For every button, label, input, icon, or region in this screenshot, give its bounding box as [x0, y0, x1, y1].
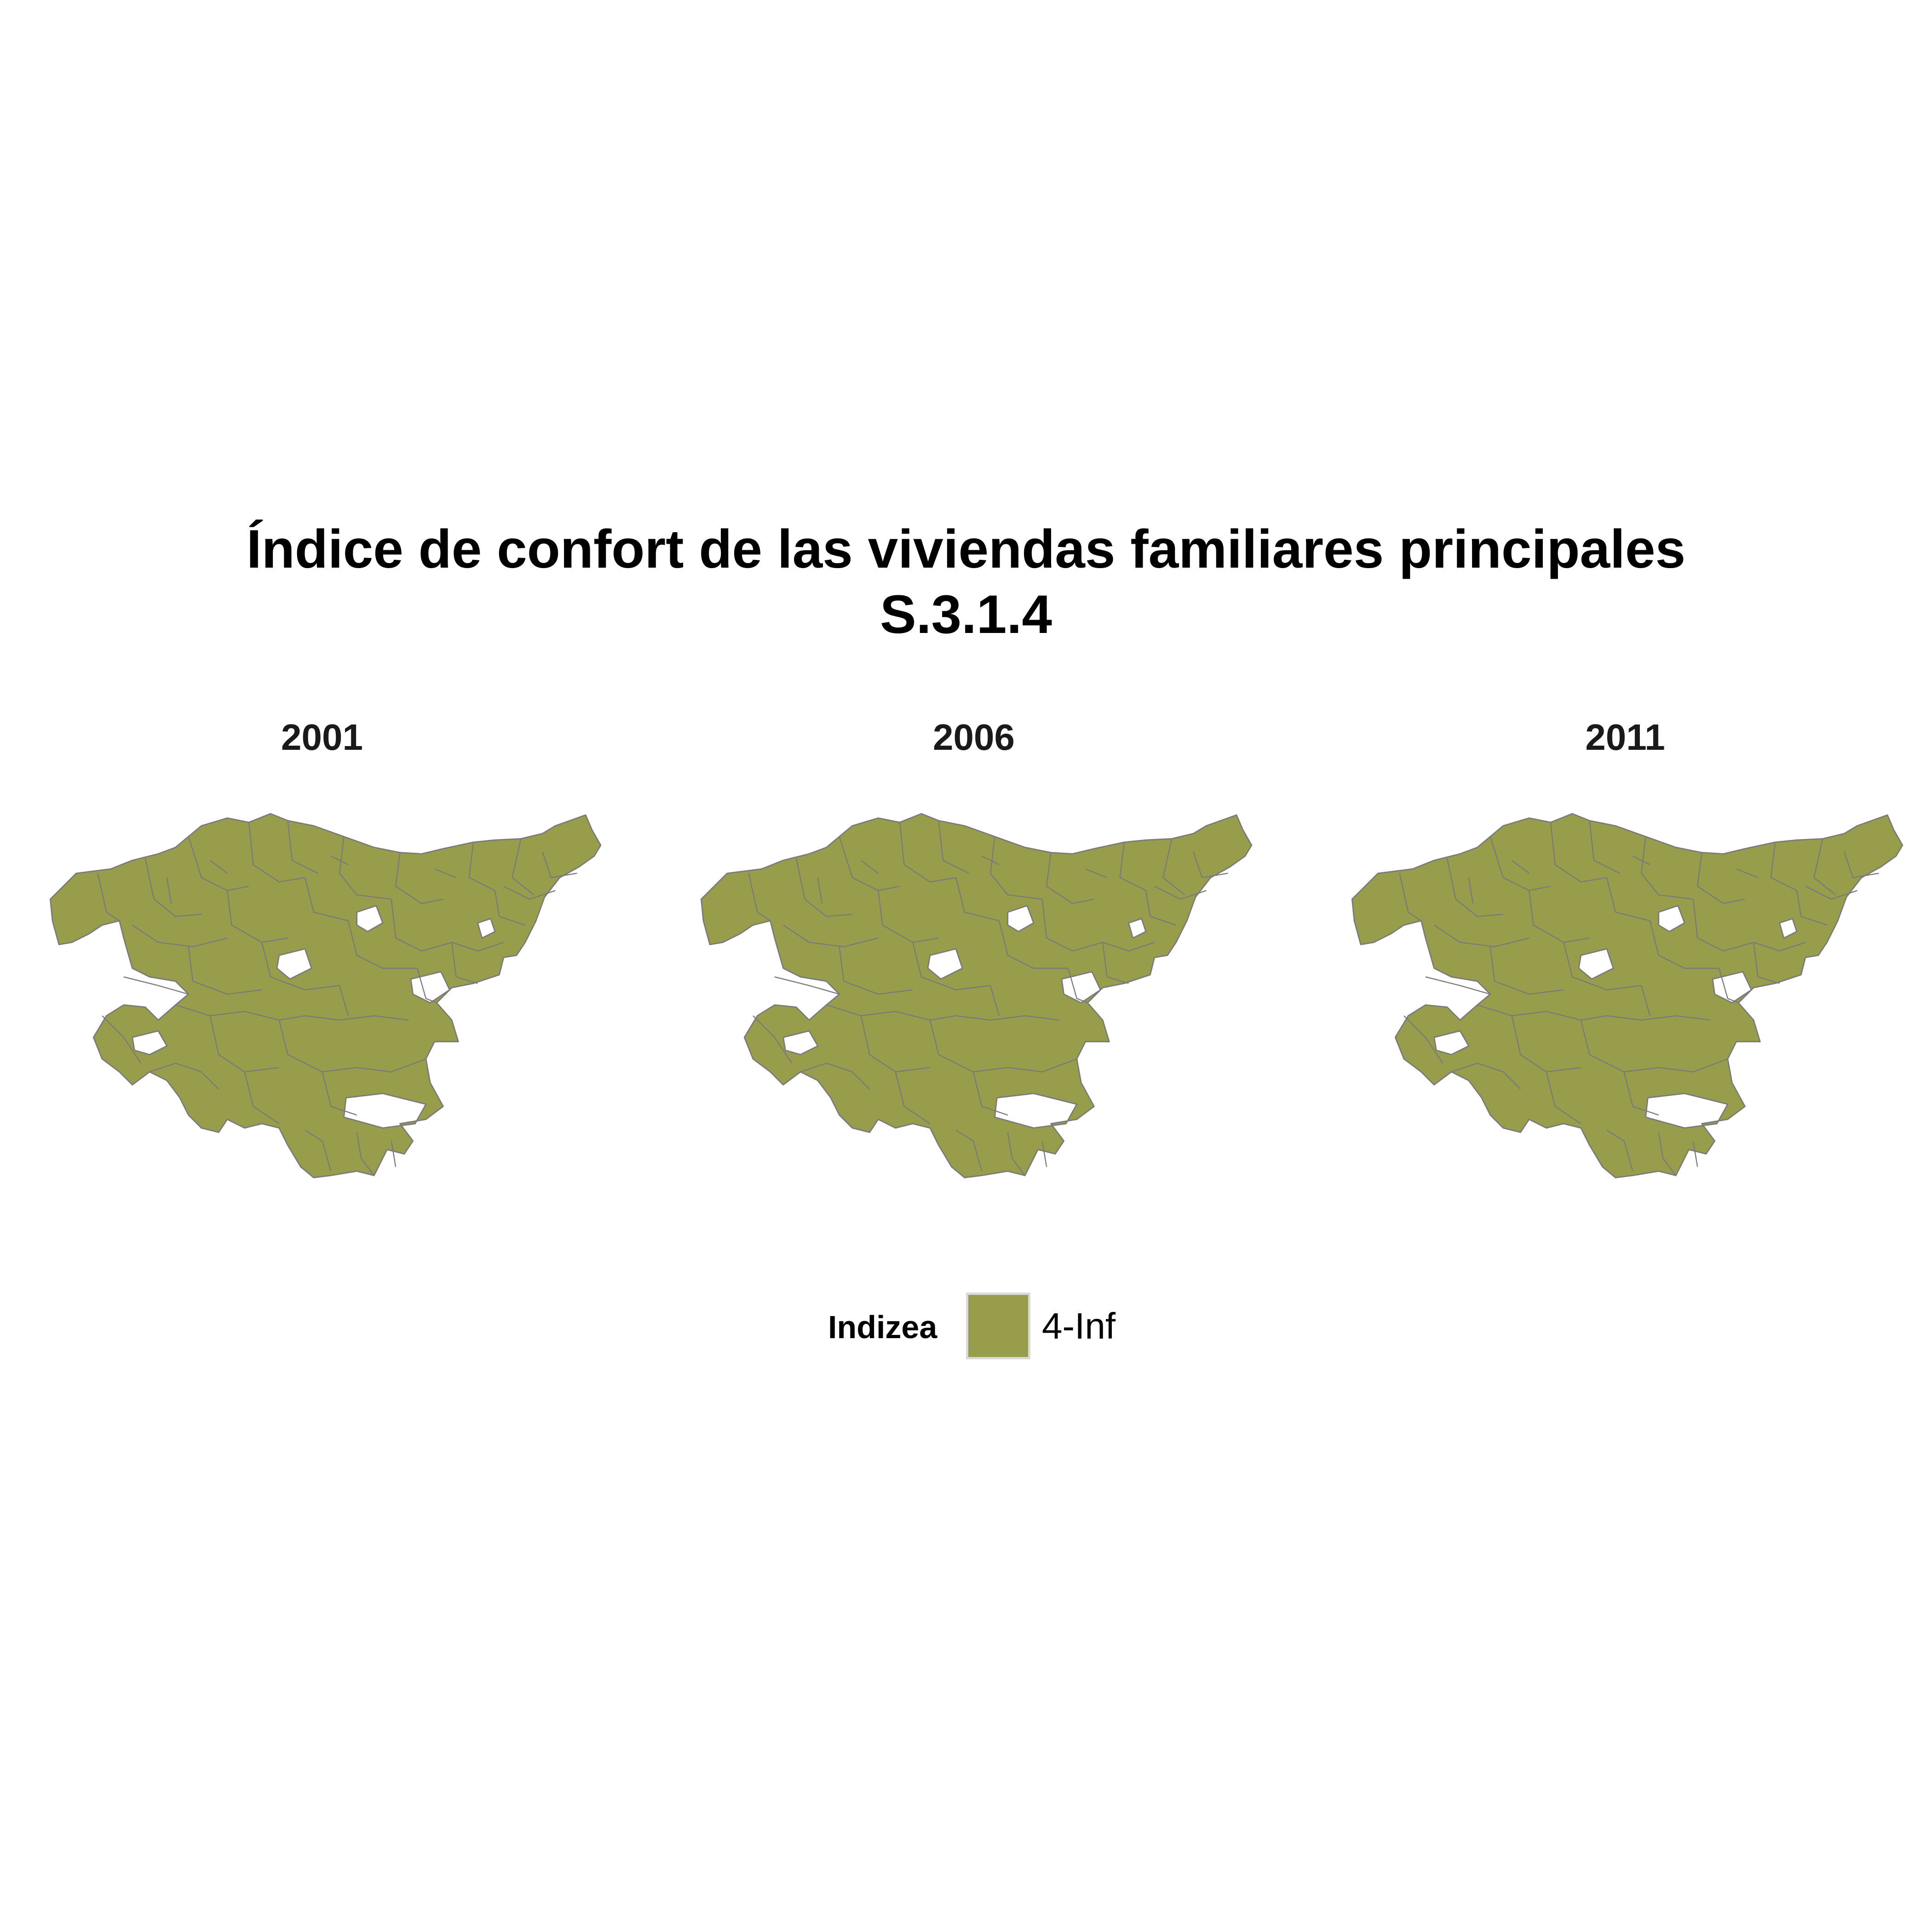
region-map [1351, 813, 1903, 1179]
region-map [49, 813, 602, 1179]
chart-subtitle: S.3.1.4 [880, 584, 1052, 645]
map-panel-2011 [1348, 782, 1909, 1224]
map-panel-2006 [697, 782, 1258, 1224]
facet-label-2006: 2006 [933, 717, 1015, 758]
map-panel-2001 [46, 782, 607, 1224]
facet-label-2011: 2011 [1585, 717, 1665, 758]
region-fill-2006 [700, 813, 1253, 1179]
municipality-borders [97, 820, 577, 1176]
region-map [700, 813, 1253, 1179]
chart-title: Índice de confort de las viviendas famil… [246, 519, 1686, 580]
region-fill-2011 [1351, 813, 1903, 1179]
legend-title: Indizea [828, 1309, 937, 1345]
municipality-borders [1399, 820, 1879, 1176]
legend-key-label: 4-Inf [1042, 1305, 1116, 1346]
facet-label-2001: 2001 [281, 717, 363, 758]
region-fill-2001 [49, 813, 602, 1179]
municipality-borders [748, 820, 1228, 1176]
legend-key-swatch [966, 1293, 1030, 1359]
